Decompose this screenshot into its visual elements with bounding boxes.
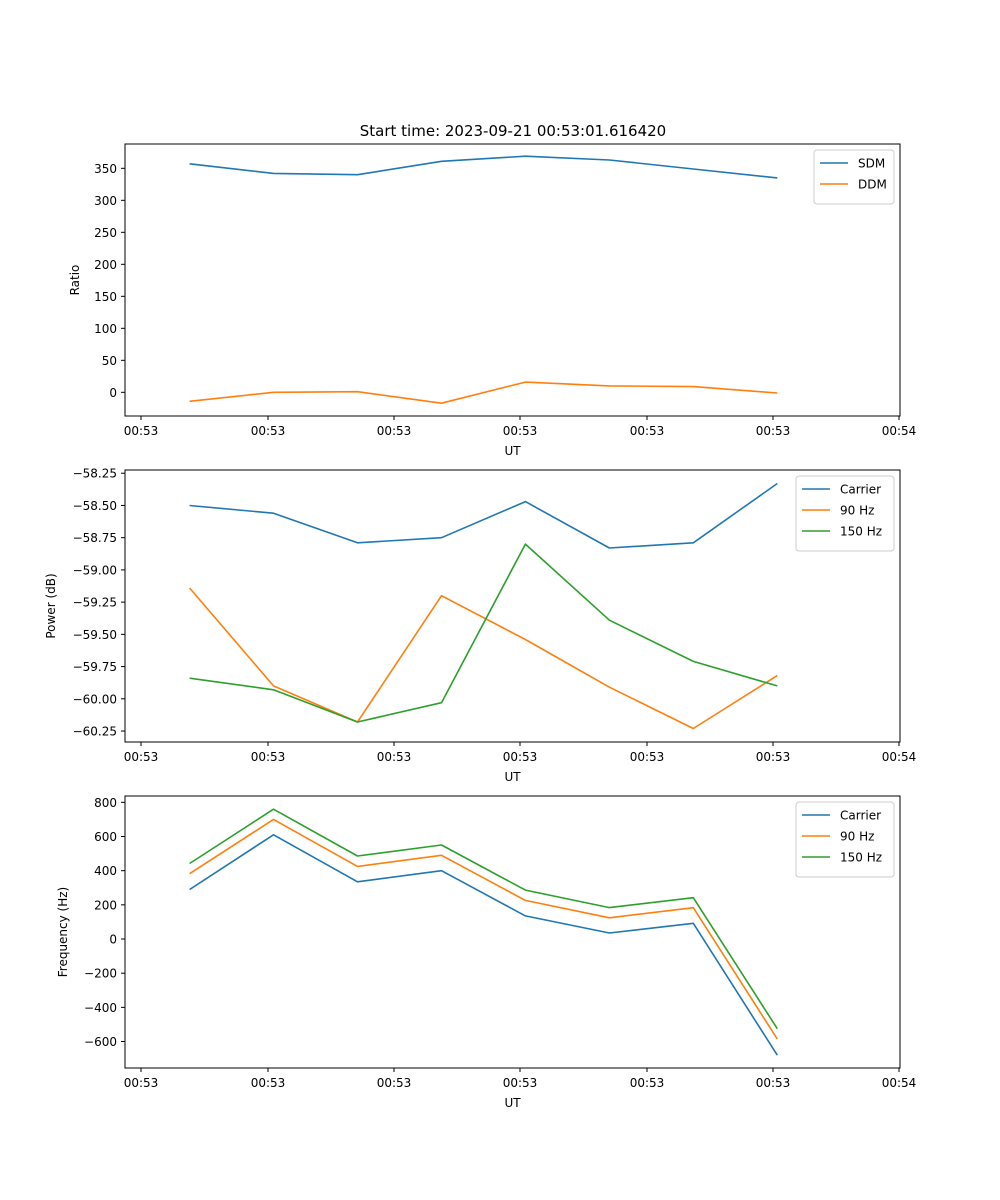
x-tick-label: 00:53 <box>251 1076 286 1090</box>
y-tick-label: −59.00 <box>73 563 117 577</box>
subplot-ratio: 00:53 00:53 00:53 00:53 00:53 00:53 00:54 0 50 10… <box>68 143 917 458</box>
legend-label: SDM <box>858 157 885 171</box>
subplot-frequency: 00:53 00:53 00:53 00:53 00:53 00:53 00:54 −600 −… <box>56 795 917 1110</box>
y-tick-label: 150 <box>94 290 117 304</box>
series-line-90-hz <box>188 587 778 730</box>
series-line-sdm <box>189 155 778 179</box>
y-tick-label: −58.25 <box>73 467 117 481</box>
x-tick-label: 00:54 <box>882 750 917 764</box>
x-tick-label: 00:53 <box>377 1076 412 1090</box>
y-axis-label: Power (dB) <box>44 573 58 638</box>
legend-box <box>795 801 895 878</box>
y-tick-label: 0 <box>109 933 117 947</box>
x-tick-label: 00:53 <box>630 750 665 764</box>
series-line-90-hz <box>189 818 778 1040</box>
legend-label: 90 Hz <box>840 504 874 518</box>
axes-frame <box>124 469 901 743</box>
y-tick-label: −600 <box>84 1035 117 1049</box>
y-tick-label: −59.25 <box>73 596 117 610</box>
y-tick-label: 800 <box>94 796 117 810</box>
plots: 00:53 00:53 00:53 00:53 00:53 00:53 00:54 0 50 10… <box>44 143 917 1110</box>
x-tick-label: 00:53 <box>377 424 412 438</box>
x-tick-label: 00:53 <box>756 1076 791 1090</box>
y-tick-label: 250 <box>94 226 117 240</box>
x-tick-label: 00:53 <box>124 1076 159 1090</box>
legend-label: 150 Hz <box>840 851 882 865</box>
y-tick-label: −59.50 <box>73 628 117 642</box>
x-tick-label: 00:53 <box>503 750 538 764</box>
legend: SDM DDM <box>813 149 895 205</box>
x-tick-label: 00:53 <box>503 1076 538 1090</box>
y-tick-label: −60.25 <box>73 725 117 739</box>
y-tick-label: 100 <box>94 322 117 336</box>
legend-label: 90 Hz <box>840 830 874 844</box>
series-line-150-hz <box>189 543 778 723</box>
series-line-carrier <box>189 833 778 1056</box>
y-tick-label: 50 <box>102 354 117 368</box>
chart-title: Start time: 2023-09-21 00:53:01.616420 <box>360 122 666 140</box>
x-tick-label: 00:54 <box>882 424 917 438</box>
x-tick-label: 00:53 <box>503 424 538 438</box>
y-tick-label: −58.50 <box>73 499 117 513</box>
y-tick-label: −58.75 <box>73 531 117 545</box>
series-line-150-hz <box>189 808 778 1030</box>
y-axis-label: Ratio <box>68 265 82 296</box>
y-tick-label: −60.00 <box>73 692 117 706</box>
x-tick-label: 00:53 <box>251 424 286 438</box>
y-tick-label: 400 <box>94 864 117 878</box>
x-tick-label: 00:53 <box>756 750 791 764</box>
y-tick-label: 0 <box>109 386 117 400</box>
y-tick-label: 200 <box>94 898 117 912</box>
y-tick-label: −200 <box>84 967 117 981</box>
legend-label: Carrier <box>840 483 881 497</box>
legend-box <box>795 475 895 552</box>
legend-label: 150 Hz <box>840 525 882 539</box>
y-tick-label: −59.75 <box>73 660 117 674</box>
legend: Carrier 90 Hz 150 Hz <box>795 475 895 552</box>
x-tick-label: 00:53 <box>251 750 286 764</box>
x-axis-label: UT <box>504 770 521 784</box>
x-axis-label: UT <box>504 444 521 458</box>
axes-frame <box>124 795 901 1069</box>
legend: Carrier 90 Hz 150 Hz <box>795 801 895 878</box>
x-axis-label: UT <box>504 1096 521 1110</box>
legend-label: Carrier <box>840 809 881 823</box>
y-axis-label: Frequency (Hz) <box>56 887 70 978</box>
axes-frame <box>124 143 901 417</box>
x-tick-label: 00:53 <box>630 424 665 438</box>
y-tick-label: 300 <box>94 194 117 208</box>
series-line-ddm <box>189 381 778 405</box>
x-tick-label: 00:53 <box>630 1076 665 1090</box>
y-tick-label: −400 <box>84 1001 117 1015</box>
x-tick-label: 00:53 <box>377 750 412 764</box>
series-line-carrier <box>189 482 778 549</box>
legend-label: DDM <box>858 178 887 192</box>
subplot-power: 00:53 00:53 00:53 00:53 00:53 00:53 00:54 −60.2… <box>44 467 916 784</box>
x-tick-label: 00:53 <box>756 424 791 438</box>
x-tick-label: 00:53 <box>124 750 159 764</box>
y-tick-label: 200 <box>94 258 117 272</box>
x-tick-label: 00:54 <box>882 1076 917 1090</box>
x-tick-label: 00:53 <box>124 424 159 438</box>
y-tick-label: 350 <box>94 162 117 176</box>
y-tick-label: 600 <box>94 830 117 844</box>
